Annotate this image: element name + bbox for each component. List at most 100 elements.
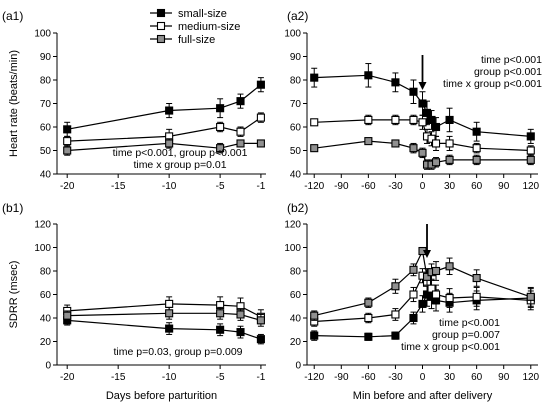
data-point-small [364, 332, 373, 341]
data-point-small [409, 313, 418, 323]
data-point-full [236, 310, 245, 319]
data-point-small [256, 80, 265, 89]
data-point-small [445, 115, 454, 124]
data-point-small [427, 115, 436, 124]
legend-marker-small [156, 8, 166, 18]
x-tick-label: 30 [444, 181, 456, 192]
data-point-small [364, 71, 373, 80]
data-point-full [256, 316, 265, 325]
series-line-medium [67, 117, 262, 142]
y-tick-label: 40 [40, 314, 52, 325]
series-line-small [67, 319, 262, 340]
x-tick-label: 30 [444, 372, 456, 383]
x-tick-label: 120 [522, 181, 539, 192]
series-full [63, 306, 265, 327]
x-tick-label: 90 [498, 181, 510, 192]
x-tick-label: -1 [256, 181, 265, 192]
data-point-full [256, 139, 265, 148]
delivery-arrow-head [418, 82, 427, 90]
data-point-medium [431, 290, 441, 299]
data-point-medium [472, 292, 481, 301]
data-point-medium [427, 284, 436, 293]
x-tick-label: 60 [471, 372, 483, 383]
y-tick-label: 100 [284, 29, 301, 40]
stat-annotation: group p=0.007 [432, 329, 500, 341]
series-line-full [67, 312, 262, 321]
x-tick-label: -5 [216, 372, 225, 383]
series-medium [63, 112, 265, 147]
data-point-small [472, 127, 481, 136]
data-point-full [422, 272, 432, 281]
data-point-small [256, 335, 265, 344]
y-tick-label: 80 [290, 267, 302, 278]
legend-marker-full [156, 34, 166, 44]
x-tick-label: -60 [361, 181, 376, 192]
data-point-full [431, 266, 441, 276]
x-tick-label: -30 [388, 372, 403, 383]
data-point-full [165, 309, 174, 318]
x-tick-label: 0 [420, 181, 426, 192]
y-tick-label: 70 [40, 99, 52, 110]
data-point-full [310, 311, 319, 320]
panel-label: (b1) [2, 201, 23, 215]
y-axis-label: Heart rate (beats/min) [8, 50, 20, 157]
data-point-medium [165, 299, 174, 308]
x-tick-label: 60 [471, 181, 483, 192]
data-point-medium [364, 115, 373, 124]
data-point-full [63, 146, 72, 155]
y-tick-label: 50 [290, 146, 302, 157]
data-point-medium [256, 113, 265, 122]
x-tick-label: -20 [60, 372, 75, 383]
data-point-medium [63, 137, 72, 146]
data-point-full [236, 139, 245, 148]
series-small [63, 315, 265, 345]
y-tick-label: 70 [290, 99, 302, 110]
series-small [63, 77, 265, 137]
series-full [310, 246, 535, 321]
y-tick-label: 20 [290, 337, 302, 348]
data-point-full [364, 137, 373, 146]
series-small [310, 282, 535, 341]
data-point-small [236, 328, 245, 337]
y-tick-label: 60 [290, 123, 302, 134]
y-tick-label: 80 [290, 76, 302, 87]
x-tick-label: 90 [498, 372, 510, 383]
y-tick-label: 100 [34, 243, 51, 254]
y-tick-label: 100 [284, 243, 301, 254]
data-point-small [422, 108, 432, 117]
y-tick-label: 40 [40, 170, 52, 181]
y-tick-label: 120 [284, 220, 301, 231]
x-tick-label: -15 [111, 372, 126, 383]
x-tick-label: 0 [420, 372, 426, 383]
data-point-medium [445, 293, 454, 303]
data-point-full [216, 144, 225, 153]
x-axis-label: Min before and after delivery [353, 390, 493, 402]
panel-b1: 0 20 40 60 80 100 120 -20 -15 -10 -5 -1 SDRR (msec) D… [2, 201, 266, 402]
series-small [310, 63, 535, 144]
legend-label-small: small-size [178, 8, 227, 20]
x-tick-label: -90 [334, 181, 349, 192]
x-tick-label: -5 [216, 181, 225, 192]
data-point-full [63, 311, 72, 320]
stat-annotation: time x group p=0.01 [133, 159, 226, 171]
x-tick-label: -120 [304, 181, 324, 192]
panel-label: (a2) [287, 9, 308, 23]
y-tick-label: 0 [45, 361, 51, 372]
data-point-small [236, 97, 245, 106]
data-point-full [472, 273, 481, 283]
data-point-medium [445, 139, 454, 148]
panel-label: (b2) [287, 201, 308, 215]
data-point-small [391, 331, 400, 340]
data-point-full [364, 298, 373, 307]
data-point-small [310, 331, 319, 340]
data-point-medium [391, 115, 400, 124]
data-point-medium [409, 290, 418, 299]
data-point-full [310, 144, 319, 153]
y-tick-label: 80 [40, 267, 52, 278]
data-point-medium [364, 313, 373, 323]
series-line-small [67, 84, 262, 130]
data-point-small [409, 87, 418, 96]
data-point-medium [236, 127, 245, 136]
